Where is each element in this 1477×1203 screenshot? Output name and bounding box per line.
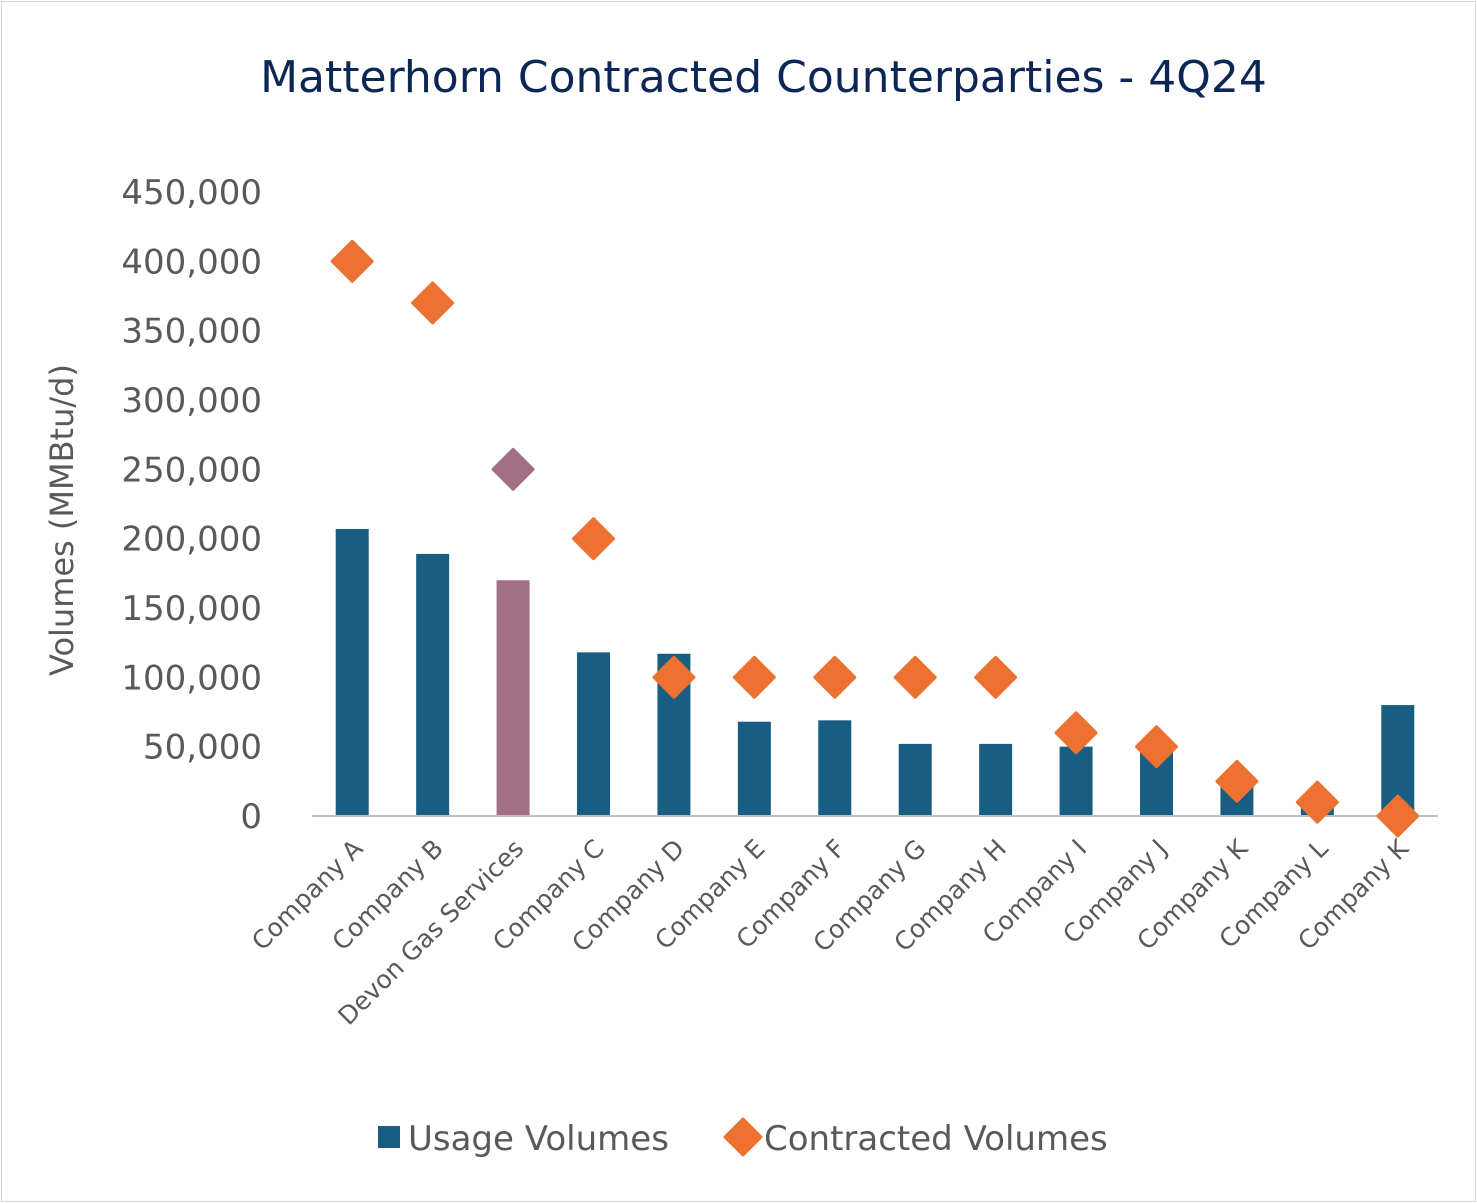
- y-tick-label: 0: [240, 797, 262, 837]
- bar-usage-volume: [979, 743, 1013, 816]
- y-tick-label: 450,000: [121, 173, 262, 213]
- y-tick-label: 100,000: [121, 658, 262, 698]
- y-tick-label: 350,000: [121, 312, 262, 352]
- marker-contracted-volume: [1295, 780, 1339, 824]
- bar-usage-volume: [898, 743, 932, 816]
- bar-usage-volume: [737, 721, 771, 816]
- bar-usage-volume: [335, 528, 369, 816]
- legend-usage-label: Usage Volumes: [408, 1119, 669, 1159]
- marker-contracted-volume: [411, 281, 455, 325]
- legend-contracted-swatch: [723, 1117, 763, 1157]
- y-tick-label: 300,000: [121, 381, 262, 421]
- legend-contracted-label: Contracted Volumes: [764, 1119, 1108, 1159]
- y-axis-label: Volumes (MMBtu/d): [43, 364, 81, 676]
- marker-contracted-volume: [491, 447, 535, 491]
- bar-usage-volume: [416, 553, 450, 816]
- y-tick-label: 250,000: [121, 450, 262, 490]
- chart-title: Matterhorn Contracted Counterparties - 4…: [260, 52, 1267, 103]
- marker-contracted-volume: [572, 517, 615, 561]
- bar-usage-volume: [818, 720, 852, 816]
- bar-usage-volume: [496, 580, 530, 816]
- y-tick-label: 50,000: [143, 728, 262, 768]
- marker-contracted-volume: [1215, 759, 1259, 803]
- marker-contracted-volume: [893, 655, 937, 699]
- y-tick-label: 150,000: [121, 589, 262, 629]
- bar-usage-volume: [1059, 746, 1093, 816]
- legend-usage-swatch: [378, 1126, 400, 1148]
- marker-contracted-volume: [974, 655, 1018, 699]
- y-tick-label: 200,000: [121, 520, 262, 560]
- marker-contracted-volume: [732, 655, 776, 699]
- marker-contracted-volume: [1376, 794, 1420, 838]
- marker-contracted-volume: [330, 239, 374, 283]
- marker-contracted-volume: [813, 655, 857, 699]
- y-tick-label: 400,000: [121, 242, 262, 282]
- marker-contracted-volume: [652, 655, 696, 699]
- marker-contracted-volume: [1054, 711, 1098, 755]
- bar-usage-volume: [577, 652, 610, 816]
- marker-contracted-volume: [1135, 725, 1178, 769]
